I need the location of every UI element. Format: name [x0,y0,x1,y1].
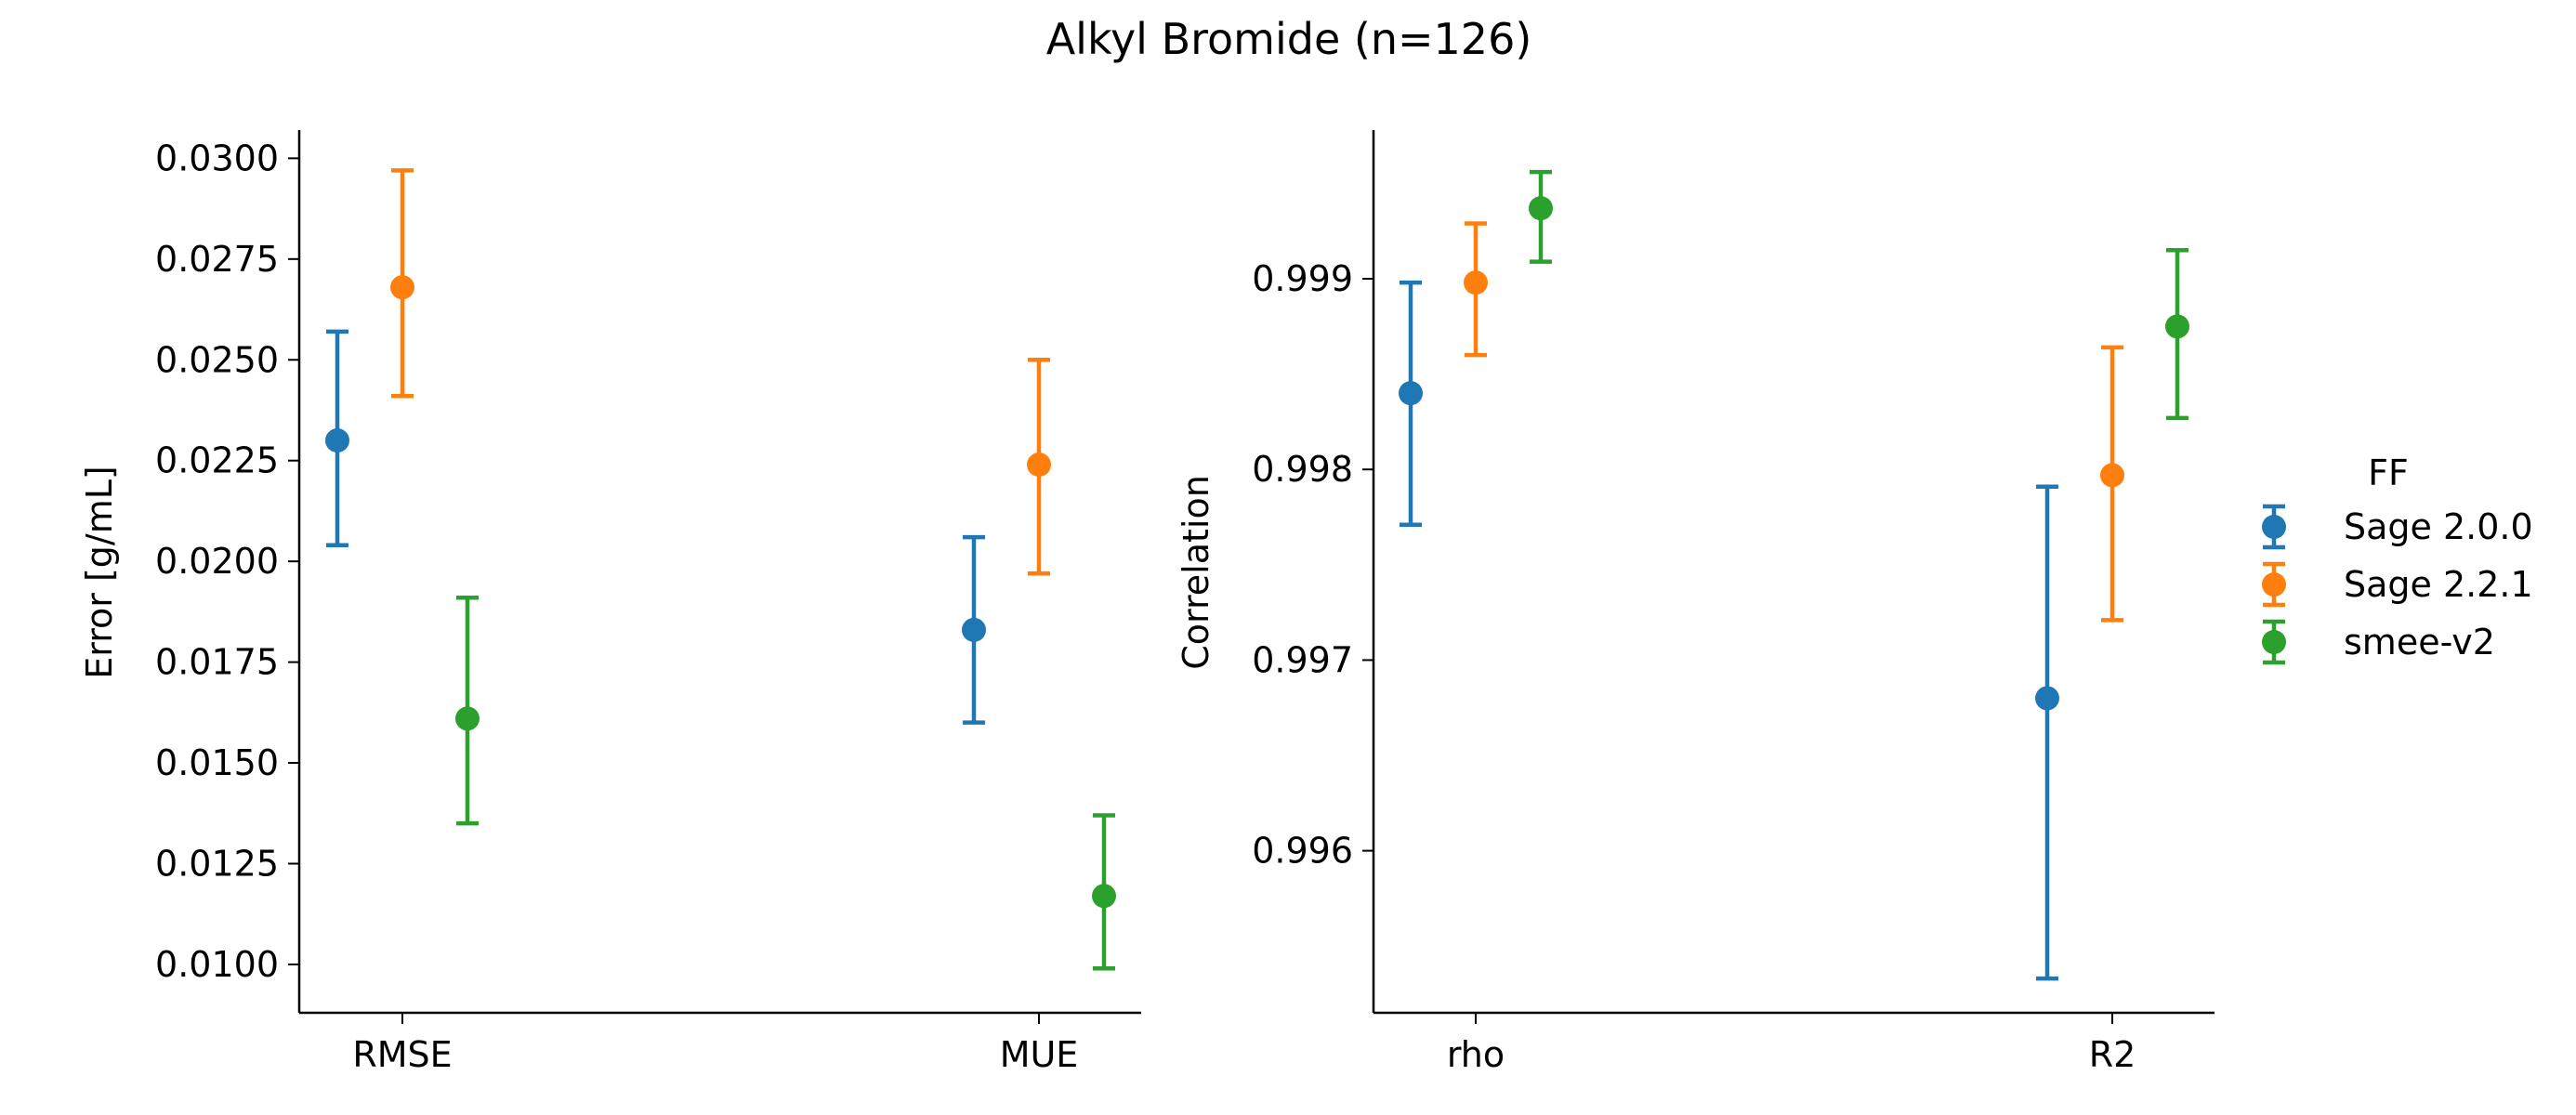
y-tick-label: 0.0100 [155,944,279,985]
y-tick-label: 0.0300 [155,138,279,178]
x-tick-label: rho [1447,1034,1505,1075]
legend-entry-sage-2-0-0: Sage 2.0.0 [2262,504,2533,550]
legend-entry-smee-v2: smee-v2 [2262,619,2495,665]
data-point-smee-v2-r2 [2165,314,2189,339]
data-point-sage-2-0-0-rmse [325,428,349,453]
y-tick-label: 0.0125 [155,843,279,884]
y-tick-label: 0.0250 [155,339,279,380]
legend-marker-point [2262,515,2286,539]
legend-label: smee-v2 [2344,622,2495,662]
data-point-sage-2-2-1-r2 [2100,463,2124,488]
data-point-sage-2-2-1-mue [1027,453,1051,478]
y-axis-label-error: Error [g/mL] [79,466,120,678]
y-tick-label: 0.0175 [155,642,279,683]
x-tick-label: MUE [1000,1034,1079,1075]
legend: FF Sage 2.0.0 Sage 2.2.1 smee-v2 [2262,453,2533,665]
x-tick-label: RMSE [352,1034,452,1075]
y-tick-label: 0.997 [1252,639,1353,680]
y-tick-label: 0.0275 [155,239,279,280]
legend-label: Sage 2.0.0 [2344,506,2533,547]
y-tick-label: 0.996 [1252,831,1353,872]
data-point-sage-2-0-0-r2 [2035,686,2059,711]
data-point-smee-v2-mue [1092,884,1116,909]
x-tick-label: R2 [2089,1034,2136,1075]
legend-title: FF [2368,453,2409,493]
data-point-smee-v2-rmse [455,706,480,731]
y-tick-label: 0.0225 [155,440,279,481]
data-point-sage-2-0-0-rho [1399,381,1423,406]
y-tick-label: 0.0150 [155,742,279,783]
data-point-sage-2-2-1-rho [1464,270,1488,295]
legend-marker-point [2262,572,2286,597]
data-point-sage-2-2-1-rmse [390,275,414,300]
panel-error: Error [g/mL] 0.0100 0.0125 0.0150 0.0175 0.0… [79,130,1141,1075]
y-tick-label: 0.0200 [155,541,279,582]
y-tick-label: 0.998 [1252,449,1353,490]
legend-label: Sage 2.2.1 [2344,564,2533,605]
panel-correlation: Correlation 0.996 0.997 0.998 0.999 rho R2 [1176,130,2215,1075]
data-point-smee-v2-rho [1529,196,1553,221]
data-point-sage-2-0-0-mue [962,617,986,642]
legend-marker-point [2262,630,2286,654]
y-tick-label: 0.999 [1252,258,1353,299]
error-bar-sage-2-0-0-r2 [2036,484,2058,981]
chart-title: Alkyl Bromide (n=126) [1046,14,1532,64]
legend-entry-sage-2-2-1: Sage 2.2.1 [2262,561,2533,608]
y-axis-label-correlation: Correlation [1176,475,1216,670]
